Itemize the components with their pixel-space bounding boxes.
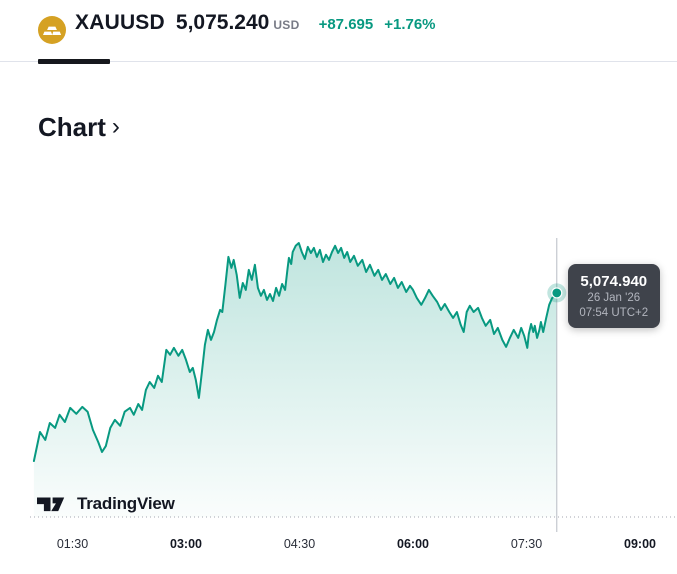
tabs-divider [0, 61, 677, 62]
tooltip-time: 07:54 UTC+2 [579, 306, 649, 319]
tradingview-logo-text: TradingView [77, 494, 175, 513]
time-tick-0600: 06:00 [397, 537, 429, 551]
tooltip-date: 26 Jan '26 [587, 291, 641, 304]
active-tab-indicator[interactable] [38, 59, 110, 64]
chevron-right-icon: › [111, 112, 120, 140]
section-title-text: Chart [38, 112, 106, 142]
area-fill [33, 243, 557, 517]
gold-commodity-icon [38, 16, 66, 44]
time-tick-0900: 09:00 [624, 537, 657, 551]
chart-canvas[interactable] [0, 160, 677, 574]
tradingview-logo[interactable]: TradingView [37, 494, 175, 514]
tooltip-price: 5,074.940 [580, 272, 648, 290]
price-line [32, 242, 558, 462]
symbol-price: 5,075.240 [175, 11, 270, 34]
tradingview-logo-icon [37, 497, 65, 511]
time-tick-0730: 07:30 [510, 537, 543, 551]
last-price-tooltip: 5,074.940 26 Jan '26 07:54 UTC+2 [567, 263, 660, 328]
symbol-name: XAUUSD [75, 11, 165, 34]
price-change: +87.695 [318, 16, 374, 33]
time-tick-0430: 04:30 [283, 537, 316, 551]
last-point-dot [551, 287, 563, 299]
symbol-header: XAUUSD 5,075.240 USD +87.695 +1.76% [38, 11, 436, 44]
time-axis: 01:30 03:00 04:30 06:00 07:30 09:00 [0, 537, 677, 555]
chart-section-link[interactable]: Chart › [38, 112, 120, 143]
symbol-currency: USD [273, 18, 300, 32]
time-tick-0130: 01:30 [56, 537, 89, 551]
price-change-percent: +1.76% [384, 16, 436, 33]
price-chart[interactable]: 5,074.940 26 Jan '26 07:54 UTC+2 Trading… [0, 160, 677, 574]
time-tick-0300: 03:00 [170, 537, 202, 551]
